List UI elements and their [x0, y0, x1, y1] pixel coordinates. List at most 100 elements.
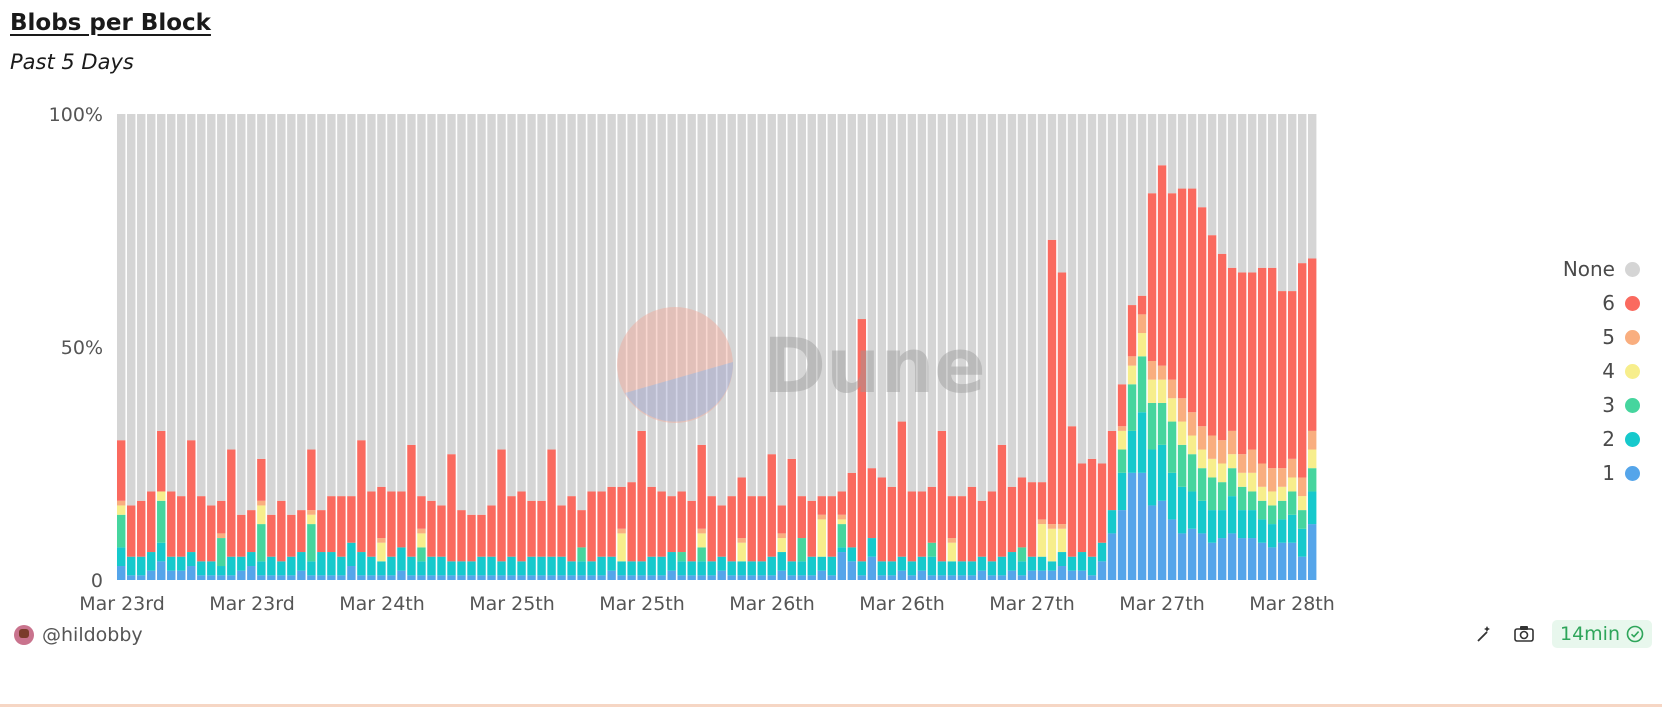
bar-segment-6[interactable]	[907, 491, 917, 562]
bar-segment-1[interactable]	[867, 556, 877, 580]
bar-segment-5[interactable]	[1167, 379, 1177, 399]
bar-segment-6[interactable]	[1107, 430, 1117, 511]
bar-segment-6[interactable]	[337, 496, 346, 557]
bar-segment-6[interactable]	[847, 472, 857, 548]
bar-segment-6[interactable]	[917, 491, 927, 557]
bar-segment-1[interactable]	[897, 570, 907, 580]
bar-segment-1[interactable]	[1027, 570, 1037, 580]
bar-segment-6[interactable]	[1207, 235, 1217, 436]
bar-segment-6[interactable]	[277, 500, 286, 562]
bar-segment-None[interactable]	[1297, 114, 1307, 264]
bar-segment-6[interactable]	[887, 486, 897, 562]
bar-segment-1[interactable]	[1177, 533, 1187, 580]
bar-segment-4[interactable]	[697, 533, 706, 548]
bar-segment-None[interactable]	[857, 114, 867, 320]
bar-segment-2[interactable]	[507, 556, 516, 576]
bar-segment-4[interactable]	[1037, 524, 1047, 557]
bar-segment-3[interactable]	[1127, 384, 1137, 431]
bar-segment-4[interactable]	[1147, 379, 1157, 403]
bar-segment-1[interactable]	[467, 575, 476, 580]
bar-segment-6[interactable]	[1287, 291, 1297, 459]
bar-segment-6[interactable]	[727, 496, 736, 562]
bar-segment-5[interactable]	[1277, 468, 1287, 487]
bar-segment-2[interactable]	[1257, 519, 1267, 543]
bar-segment-2[interactable]	[617, 561, 626, 576]
bar-segment-4[interactable]	[1307, 449, 1317, 469]
bar-segment-None[interactable]	[917, 114, 927, 492]
bar-segment-6[interactable]	[1037, 482, 1047, 520]
bar-segment-1[interactable]	[547, 575, 556, 580]
bar-segment-6[interactable]	[607, 486, 616, 557]
bar-segment-None[interactable]	[657, 114, 666, 492]
bar-segment-1[interactable]	[817, 570, 826, 580]
bar-segment-1[interactable]	[1037, 570, 1047, 580]
bar-segment-5[interactable]	[1177, 398, 1187, 422]
bar-segment-2[interactable]	[1187, 491, 1197, 529]
bar-segment-2[interactable]	[887, 561, 897, 576]
bar-segment-None[interactable]	[487, 114, 496, 506]
bar-segment-1[interactable]	[317, 575, 326, 580]
bar-segment-6[interactable]	[927, 486, 937, 543]
bar-segment-3[interactable]	[1237, 486, 1247, 511]
bar-segment-6[interactable]	[227, 449, 236, 557]
bar-segment-6[interactable]	[997, 444, 1007, 557]
bar-segment-3[interactable]	[307, 524, 316, 562]
bar-segment-None[interactable]	[1127, 114, 1137, 306]
bar-segment-None[interactable]	[1177, 114, 1187, 189]
bar-segment-2[interactable]	[327, 552, 336, 576]
bar-segment-6[interactable]	[987, 491, 997, 562]
bar-segment-6[interactable]	[1127, 305, 1137, 357]
bar-segment-5[interactable]	[1247, 449, 1257, 473]
bar-segment-1[interactable]	[1207, 542, 1217, 580]
bar-segment-6[interactable]	[297, 510, 306, 553]
bar-segment-None[interactable]	[967, 114, 977, 487]
bar-segment-None[interactable]	[697, 114, 706, 445]
bar-segment-2[interactable]	[1007, 552, 1017, 571]
bar-segment-6[interactable]	[697, 444, 706, 529]
bar-segment-None[interactable]	[1037, 114, 1047, 483]
bar-segment-None[interactable]	[1027, 114, 1037, 483]
bar-segment-2[interactable]	[677, 561, 686, 576]
bar-segment-3[interactable]	[1297, 510, 1307, 529]
bar-segment-2[interactable]	[157, 542, 166, 562]
bar-segment-2[interactable]	[497, 561, 506, 576]
bar-segment-2[interactable]	[637, 561, 646, 576]
bar-segment-2[interactable]	[307, 561, 316, 576]
bar-segment-3[interactable]	[1287, 491, 1297, 515]
bar-segment-6[interactable]	[647, 486, 656, 557]
bar-segment-1[interactable]	[187, 566, 196, 580]
bar-segment-2[interactable]	[1097, 542, 1107, 562]
bar-segment-None[interactable]	[997, 114, 1007, 445]
bar-segment-None[interactable]	[677, 114, 686, 492]
bar-segment-1[interactable]	[937, 575, 947, 580]
bar-segment-2[interactable]	[467, 561, 476, 576]
bar-segment-5[interactable]	[1157, 365, 1167, 380]
footer-author[interactable]: @hildobby	[14, 624, 143, 646]
bar-segment-1[interactable]	[1257, 542, 1267, 580]
bar-segment-6[interactable]	[827, 496, 836, 557]
bar-segment-4[interactable]	[1227, 454, 1237, 469]
bar-segment-1[interactable]	[587, 575, 596, 580]
bar-segment-6[interactable]	[397, 491, 406, 548]
bar-segment-3[interactable]	[1307, 468, 1317, 492]
bar-segment-None[interactable]	[707, 114, 716, 497]
bar-segment-1[interactable]	[517, 575, 526, 580]
bar-segment-2[interactable]	[687, 561, 696, 576]
bar-segment-2[interactable]	[1017, 561, 1027, 576]
bar-segment-5[interactable]	[1197, 426, 1207, 450]
bar-segment-2[interactable]	[597, 556, 606, 576]
bar-segment-None[interactable]	[767, 114, 776, 455]
bar-segment-6[interactable]	[237, 514, 246, 557]
bar-segment-6[interactable]	[817, 496, 826, 515]
bar-segment-6[interactable]	[777, 505, 786, 534]
bar-segment-None[interactable]	[937, 114, 947, 431]
bar-segment-None[interactable]	[1187, 114, 1197, 189]
bar-segment-2[interactable]	[967, 561, 977, 576]
bar-segment-None[interactable]	[267, 114, 276, 515]
bar-segment-4[interactable]	[1127, 365, 1137, 385]
bar-segment-2[interactable]	[1167, 472, 1177, 520]
bar-segment-3[interactable]	[1157, 402, 1167, 445]
bar-segment-1[interactable]	[647, 575, 656, 580]
bar-segment-6[interactable]	[547, 449, 556, 557]
bar-segment-6[interactable]	[657, 491, 666, 557]
